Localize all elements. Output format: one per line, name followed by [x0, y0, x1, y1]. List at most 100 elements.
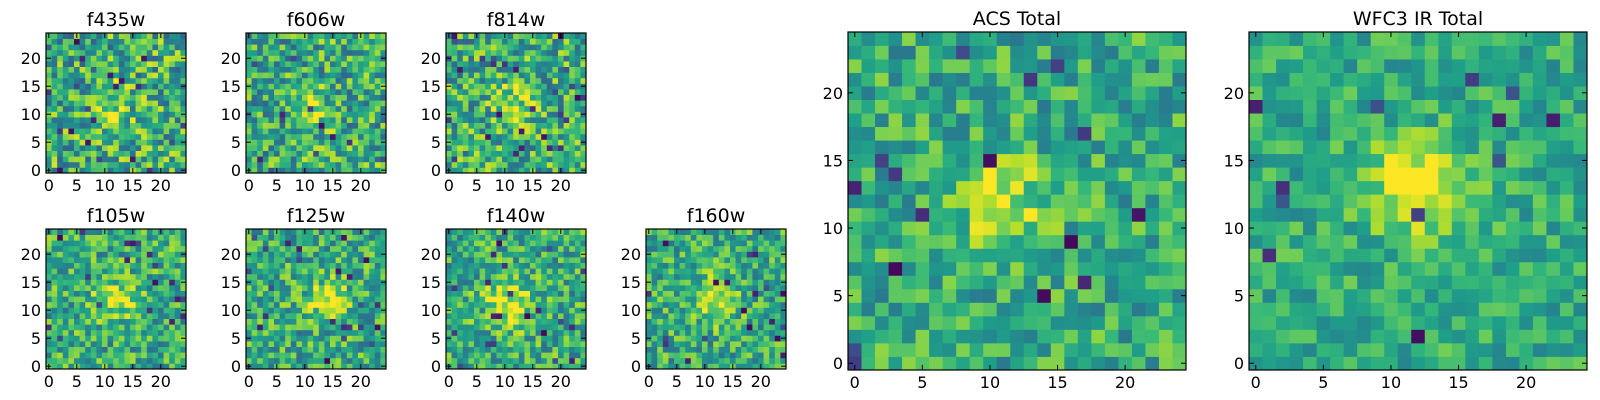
heatmap-cell — [330, 251, 336, 258]
heatmap-cell — [657, 357, 664, 364]
heatmap-cell — [462, 290, 469, 297]
heatmap-cell — [358, 44, 364, 51]
heatmap-cell — [324, 262, 331, 269]
heatmap-cell — [46, 352, 52, 359]
heatmap-cell — [707, 257, 714, 263]
heatmap-cell — [996, 234, 1011, 249]
heatmap-cell — [358, 329, 364, 336]
heatmap-cell — [380, 329, 387, 336]
heatmap-cell — [307, 44, 314, 51]
heatmap-cell — [174, 150, 181, 157]
heatmap-cell — [730, 352, 736, 359]
heatmap-cell — [107, 89, 114, 95]
heatmap-cell — [358, 83, 364, 90]
heatmap-cell — [174, 273, 181, 280]
heatmap-cell — [313, 313, 320, 319]
heatmap-cell — [474, 285, 480, 291]
heatmap-cell — [146, 245, 153, 252]
heatmap-cell — [113, 251, 120, 258]
heatmap-cell — [268, 279, 275, 286]
heatmap-cell — [546, 346, 553, 353]
heatmap-cell — [696, 245, 703, 252]
heatmap-cell — [90, 324, 97, 331]
heatmap-cell — [158, 313, 164, 319]
heatmap-cell — [274, 55, 280, 62]
heatmap-cell — [46, 234, 52, 241]
heatmap-cell — [535, 33, 542, 39]
heatmap-cell — [741, 234, 748, 241]
heatmap-cell — [180, 341, 187, 347]
heatmap-cell — [118, 257, 125, 263]
heatmap-cell — [780, 290, 787, 297]
heatmap-cell — [374, 61, 381, 67]
heatmap-cell — [474, 357, 480, 364]
heatmap-cell — [569, 89, 576, 95]
heatmap-cell — [141, 363, 148, 370]
heatmap-cell — [163, 229, 170, 235]
heatmap-cell — [474, 324, 480, 331]
heatmap-cell — [1037, 329, 1052, 344]
heatmap-cell — [113, 94, 120, 101]
heatmap-cell — [169, 245, 176, 252]
heatmap-cell — [141, 352, 148, 359]
heatmap-cell — [279, 38, 286, 45]
heatmap-cell — [369, 273, 376, 280]
heatmap-cell — [1091, 248, 1106, 263]
heatmap-cell — [1023, 315, 1038, 330]
heatmap-cell — [163, 77, 170, 84]
heatmap-cell — [96, 307, 103, 314]
heatmap-cell — [446, 257, 452, 263]
heatmap-cell — [74, 139, 80, 146]
heatmap-cell — [468, 268, 475, 275]
heatmap-cell — [302, 285, 308, 291]
heatmap-cell — [251, 55, 258, 62]
heatmap-cell — [46, 240, 52, 247]
heatmap-cell — [146, 94, 153, 101]
heatmap-cell — [496, 156, 503, 163]
heatmap-cell — [518, 105, 525, 112]
heatmap-cell — [358, 273, 364, 280]
heatmap-cell — [318, 72, 325, 79]
heatmap-cell — [102, 94, 108, 101]
heatmap-cell — [374, 33, 381, 39]
heatmap-cell — [307, 111, 314, 118]
heatmap-cell — [507, 268, 514, 275]
heatmap-cell — [502, 296, 508, 303]
heatmap-cell — [474, 128, 480, 135]
heatmap-cell — [96, 352, 103, 359]
heatmap-cell — [451, 49, 458, 56]
heatmap-cell — [535, 105, 542, 112]
heatmap-cell — [707, 229, 714, 235]
heatmap-cell — [313, 150, 320, 157]
heatmap-cell — [74, 100, 80, 107]
heatmap-cell — [462, 307, 469, 314]
heatmap-cell — [468, 285, 475, 291]
heatmap-cell — [118, 346, 125, 353]
heatmap-cell — [335, 307, 342, 314]
heatmap-cell — [1023, 248, 1038, 263]
heatmap-cell — [135, 83, 142, 90]
heatmap-cell — [307, 72, 314, 79]
heatmap-cell — [462, 83, 469, 90]
heatmap-cell — [324, 44, 331, 51]
heatmap-cell — [530, 335, 536, 342]
heatmap-cell — [758, 290, 764, 297]
heatmap-cell — [696, 251, 703, 258]
heatmap-cell — [685, 335, 692, 342]
heatmap-cell — [251, 329, 258, 336]
heatmap-cell — [124, 357, 131, 364]
heatmap-cell — [85, 128, 92, 135]
heatmap-cell — [341, 122, 348, 129]
heatmap-cell — [457, 117, 464, 123]
heatmap-cell — [274, 279, 280, 286]
heatmap-cell — [158, 268, 164, 275]
heatmap-cell — [330, 245, 336, 252]
heatmap-cell — [279, 307, 286, 314]
heatmap-cell — [875, 329, 889, 344]
heatmap-cell — [279, 257, 286, 263]
heatmap-cell — [1104, 234, 1119, 249]
heatmap-cell — [651, 234, 658, 241]
heatmap-cell — [141, 122, 148, 129]
heatmap-cell — [51, 100, 58, 107]
heatmap-cell — [563, 111, 570, 118]
